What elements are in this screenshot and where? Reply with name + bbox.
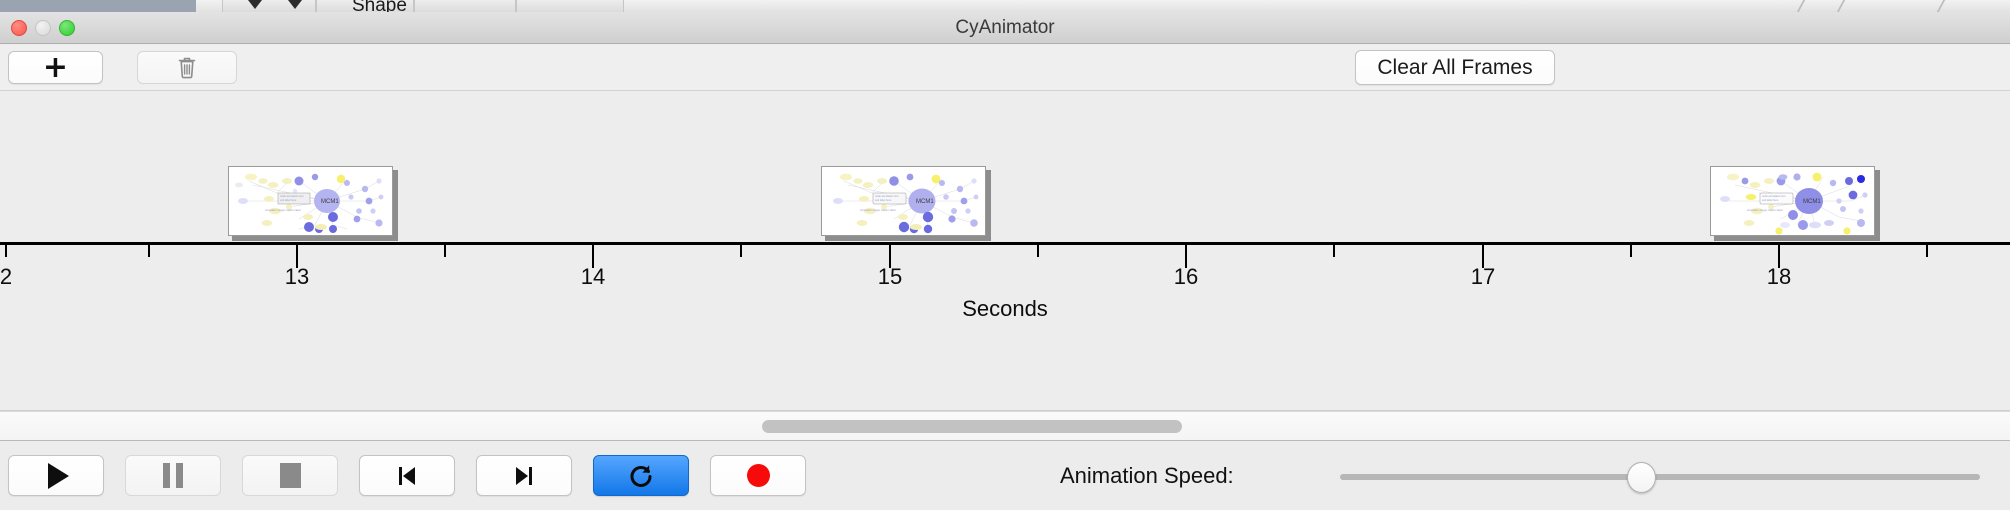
record-icon [746, 464, 770, 487]
playback-bar: Animation Speed: [0, 442, 2010, 510]
timeline-horizontal-scrollbar[interactable] [0, 411, 2010, 441]
skip-to-end-button[interactable] [476, 455, 572, 496]
window-traffic-lights [11, 20, 75, 36]
axis-tick-minor [1926, 245, 1928, 257]
axis-tick-label: 16 [1173, 264, 1199, 289]
svg-text:sub label here: sub label here [875, 198, 892, 202]
network-graph-icon: node annotation text sub label here Anno… [833, 173, 979, 234]
svg-text:node annotation text: node annotation text [1762, 194, 1786, 198]
frame-thumbnail: node annotation text sub label here Anno… [228, 166, 393, 236]
timeline-axis-line [0, 242, 2010, 245]
svg-text:node annotation text: node annotation text [875, 194, 899, 198]
svg-text:MCM1: MCM1 [321, 199, 339, 205]
background-tab-3 [414, 0, 516, 12]
window-title: CyAnimator [955, 17, 1055, 38]
background-toolbar-block [0, 0, 196, 12]
axis-tick-major [889, 245, 891, 268]
axis-tick-minor [1037, 245, 1039, 257]
timeline-frame-1[interactable]: node annotation text sub label here Anno… [228, 166, 398, 241]
axis-tick-minor [1333, 245, 1335, 257]
axis-tick-minor [148, 245, 150, 257]
minimize-button[interactable] [35, 20, 51, 36]
animation-speed-label: Animation Speed: [1060, 463, 1234, 488]
axis-tick-label: 14 [580, 264, 606, 289]
axis-tick-major [1482, 245, 1484, 268]
background-caret-1 [248, 0, 262, 9]
delete-frame-button[interactable] [137, 51, 237, 84]
svg-text:Annotation longer caption labe: Annotation longer caption label [265, 208, 301, 212]
axis-tick-minor [740, 245, 742, 257]
skip-to-start-button[interactable] [359, 455, 455, 496]
title-bar: CyAnimator [0, 12, 2010, 44]
axis-tick-label: 15 [877, 264, 903, 289]
clear-all-frames-label: Clear All Frames [1377, 55, 1533, 79]
slider-knob[interactable] [1627, 462, 1656, 493]
svg-text:MCM1: MCM1 [916, 199, 934, 205]
axis-tick-major [592, 245, 594, 268]
axis-tick-minor [5, 245, 7, 257]
stop-button[interactable] [242, 455, 338, 496]
slider-track[interactable] [1340, 474, 1980, 480]
close-button[interactable] [11, 20, 27, 36]
timeline-top-divider [0, 90, 2010, 91]
background-window-strip: Shape [0, 0, 2010, 13]
axis-tick-label: 13 [284, 264, 310, 289]
axis-tick-major [1778, 245, 1780, 268]
timeline-panel[interactable]: node annotation text sub label here Anno… [0, 90, 2010, 411]
record-button[interactable] [710, 455, 806, 496]
network-graph-icon: node annotation text sub label here Anno… [235, 173, 384, 233]
toolbar: + Clear All Frames [0, 45, 2010, 91]
background-tab-4 [516, 0, 624, 12]
background-slash-2 [1836, 0, 1862, 12]
timeline-frame-3[interactable]: node annotation text sub label here Anno… [1710, 166, 1880, 241]
background-tab-2 [316, 0, 414, 12]
trash-icon [178, 57, 196, 79]
skip-back-icon [399, 466, 415, 485]
svg-text:sub label here: sub label here [280, 198, 297, 202]
svg-text:MCM1: MCM1 [1803, 199, 1821, 205]
svg-text:sub label here: sub label here [1762, 198, 1779, 202]
pause-icon [163, 463, 183, 488]
skip-forward-icon [516, 466, 532, 485]
svg-text:Annotation longer caption labe: Annotation longer caption label [860, 208, 896, 212]
plus-icon: + [42, 49, 69, 85]
add-frame-button[interactable]: + [8, 51, 103, 84]
loop-icon [630, 464, 652, 487]
network-graph-icon: node annotation text sub label here Anno… [1720, 172, 1868, 235]
background-slash-3 [1936, 0, 1962, 12]
timeline-frame-2[interactable]: node annotation text sub label here Anno… [821, 166, 991, 241]
animation-speed-slider[interactable] [1340, 462, 1980, 493]
zoom-button[interactable] [59, 20, 75, 36]
frame-thumbnail: node annotation text sub label here Anno… [821, 166, 986, 236]
axis-tick-minor [1630, 245, 1632, 257]
axis-tick-label: 18 [1766, 264, 1792, 289]
pause-button[interactable] [125, 455, 221, 496]
clear-all-frames-button[interactable]: Clear All Frames [1355, 50, 1555, 85]
play-button[interactable] [8, 455, 104, 496]
frame-thumbnail: node annotation text sub label here Anno… [1710, 166, 1875, 236]
scrollbar-thumb[interactable] [762, 420, 1182, 433]
axis-title: Seconds [962, 296, 1048, 321]
play-icon [47, 462, 69, 489]
axis-tick-major [1185, 245, 1187, 268]
loop-button[interactable] [593, 455, 689, 496]
background-slash-1 [1796, 0, 1822, 12]
axis-tick-label: 2 [0, 264, 13, 289]
background-window-label: Shape [352, 0, 407, 13]
axis-tick-major [296, 245, 298, 268]
svg-text:Annotation longer caption labe: Annotation longer caption label [1747, 208, 1783, 212]
axis-tick-label: 17 [1470, 264, 1496, 289]
background-caret-2 [288, 0, 302, 9]
svg-text:node annotation text: node annotation text [280, 194, 304, 198]
stop-icon [279, 463, 301, 488]
axis-tick-minor [444, 245, 446, 257]
